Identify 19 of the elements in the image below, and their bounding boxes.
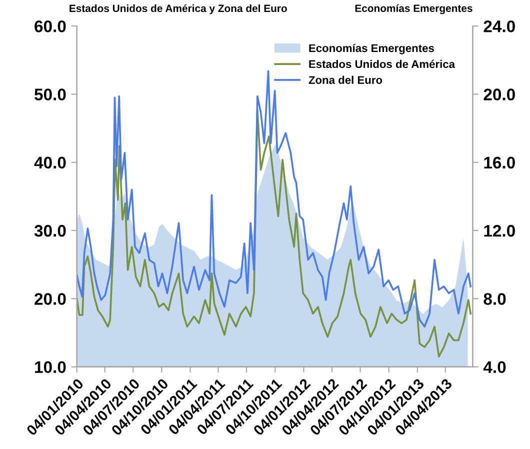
y-tick-label: 50.0 <box>34 88 66 100</box>
y-tick-label: 60.0 <box>34 20 66 32</box>
y2-tick-label: 4.0 <box>483 361 506 374</box>
line-series <box>76 108 472 358</box>
legend-label: Estados Unidos de América <box>309 60 456 68</box>
line-series <box>76 70 472 328</box>
y-tick-label: 40.0 <box>34 156 66 169</box>
y-axis-title: Estados Unidos de América y Zona del Euro <box>70 4 287 14</box>
y2-tick-label: 24.0 <box>484 20 515 32</box>
y-tick-label: 20.0 <box>34 293 66 305</box>
y2-tick-label: 12.0 <box>484 224 515 237</box>
y-tick-label: 30.0 <box>34 224 66 237</box>
y2-tick-label: 8.0 <box>484 293 506 305</box>
y2-tick-label: 16.0 <box>484 156 515 169</box>
y2-axis-title: Economías Emergentes <box>355 4 472 14</box>
legend-label: Zona del Euro <box>308 76 382 84</box>
y-tick-label: 10.0 <box>35 361 66 374</box>
y2-tick-label: 20.0 <box>484 88 515 100</box>
legend-label: Economías Emergentes <box>309 44 434 54</box>
